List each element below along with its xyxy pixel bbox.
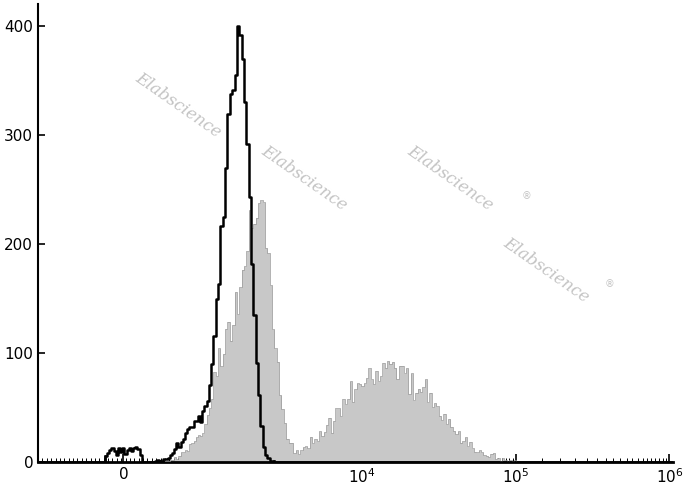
Text: Elabscience: Elabscience [499, 234, 592, 306]
Text: Elabscience: Elabscience [405, 143, 497, 214]
Text: Elabscience: Elabscience [259, 143, 351, 214]
Text: ®: ® [604, 279, 614, 289]
Text: Elabscience: Elabscience [131, 69, 224, 141]
Text: ®: ® [522, 192, 532, 201]
